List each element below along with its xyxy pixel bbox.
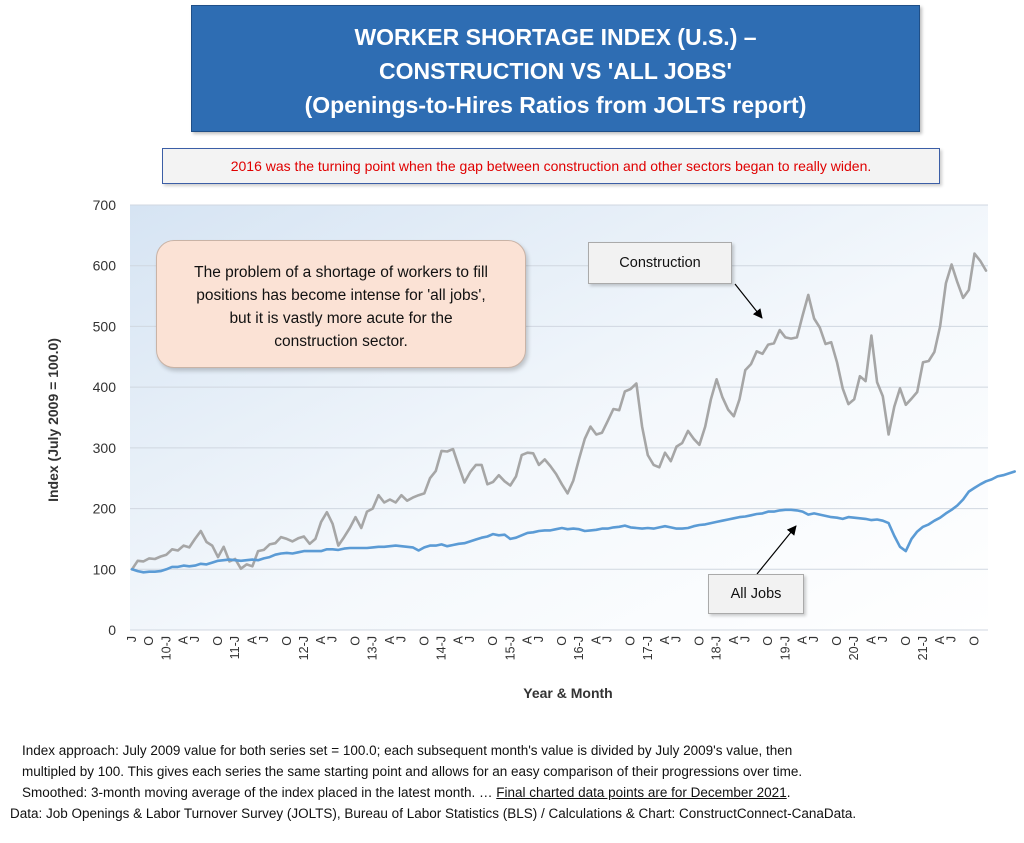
x-tick-label: O	[417, 636, 431, 646]
x-tick-label: A	[658, 635, 672, 644]
callout-line-1: The problem of a shortage of workers to …	[194, 264, 488, 281]
x-tick-label: 15-J	[503, 636, 517, 660]
x-tick-label: O	[349, 636, 363, 646]
x-tick-label: A	[864, 635, 878, 644]
x-axis-label: Year & Month	[523, 685, 612, 701]
x-tick-label: A	[796, 635, 810, 644]
callout-box: The problem of a shortage of workers to …	[156, 240, 526, 368]
y-tick-label: 100	[93, 561, 117, 577]
y-tick-label: 400	[93, 379, 117, 395]
x-tick-label: J	[257, 636, 271, 642]
title-line-1: WORKER SHORTAGE INDEX (U.S.) –	[354, 24, 757, 50]
x-tick-label: 21-J	[916, 636, 930, 660]
x-tick-label: J	[188, 636, 202, 642]
x-tick-label: O	[624, 636, 638, 646]
callout-line-4: construction sector.	[274, 333, 408, 350]
x-tick-label: J	[807, 636, 821, 642]
footnote-line-1: Index approach: July 2009 value for both…	[22, 743, 793, 758]
construction-series-label: Construction	[588, 242, 732, 284]
x-tick-label: O	[486, 636, 500, 646]
y-tick-label: 600	[93, 258, 117, 274]
x-tick-label: 19-J	[778, 636, 792, 660]
all-jobs-arrow	[756, 525, 797, 575]
x-tick-label: J	[945, 636, 959, 642]
x-tick-label: O	[968, 636, 982, 646]
x-tick-label: J	[669, 636, 683, 642]
x-tick-label: A	[589, 635, 603, 644]
x-tick-label: J	[394, 636, 408, 642]
x-tick-label: J	[601, 636, 615, 642]
callout-line-2: positions has become intense for 'all jo…	[196, 287, 486, 304]
x-tick-label: J	[463, 636, 477, 642]
x-tick-label: A	[727, 635, 741, 644]
footnote-line-2: multipled by 100. This gives each series…	[22, 764, 803, 779]
x-tick-label: 20-J	[847, 636, 861, 660]
chart-title-banner: WORKER SHORTAGE INDEX (U.S.) – CONSTRUCT…	[191, 5, 920, 132]
x-tick-label: 13-J	[366, 636, 380, 660]
x-tick-label: O	[211, 636, 225, 646]
footnotes: Index approach: July 2009 value for both…	[10, 740, 1015, 824]
y-tick-label: 700	[93, 197, 117, 213]
footnote-line-4: Data: Job Openings & Labor Turnover Surv…	[10, 806, 857, 821]
subtitle-note: 2016 was the turning point when the gap …	[162, 148, 940, 184]
construction-arrow	[734, 283, 763, 319]
x-tick-label: 16-J	[572, 636, 586, 660]
final-data-note: Final charted data points are for Decemb…	[496, 785, 787, 800]
x-tick-label: 12-J	[297, 636, 311, 660]
x-tick-label: J	[532, 636, 546, 642]
x-tick-label: A	[383, 635, 397, 644]
x-tick-label: A	[933, 635, 947, 644]
callout-line-3: but it is vastly more acute for the	[229, 310, 453, 327]
all-jobs-series-line	[130, 470, 1017, 574]
x-tick-label: 14-J	[435, 636, 449, 660]
x-tick-label: A	[245, 635, 259, 644]
x-tick-label: O	[555, 636, 569, 646]
x-tick-label: 18-J	[710, 636, 724, 660]
y-axis-label: Index (July 2009 = 100.0)	[45, 338, 61, 502]
y-tick-label: 500	[93, 318, 117, 334]
x-tick-label: J	[876, 636, 890, 642]
x-tick-label: 17-J	[641, 636, 655, 660]
x-tick-label: J	[125, 636, 139, 642]
footnote-line-3: Smoothed: 3-month moving average of the …	[10, 782, 1015, 803]
y-tick-label: 300	[93, 440, 117, 456]
x-tick-label: A	[177, 635, 191, 644]
footnote-line-3-end: .	[786, 785, 791, 800]
y-tick-label: 0	[108, 622, 116, 638]
y-tick-label: 200	[93, 501, 117, 517]
x-tick-label: 11-J	[228, 636, 242, 659]
x-tick-label: J	[326, 636, 340, 642]
x-tick-label: O	[899, 636, 913, 646]
x-tick-label: A	[314, 635, 328, 644]
title-line-3: (Openings-to-Hires Ratios from JOLTS rep…	[304, 92, 807, 118]
x-tick-label: O	[830, 636, 844, 646]
construction-series-line	[130, 252, 988, 571]
x-tick-label: O	[692, 636, 706, 646]
x-tick-label: O	[761, 636, 775, 646]
x-tick-label: J	[738, 636, 752, 642]
title-line-2: CONSTRUCTION VS 'ALL JOBS'	[379, 58, 732, 84]
x-tick-label: A	[452, 635, 466, 644]
x-tick-label: A	[520, 635, 534, 644]
footnote-line-3-text: Smoothed: 3-month moving average of the …	[22, 785, 497, 800]
x-tick-label: 10-J	[159, 636, 173, 660]
x-tick-label: O	[280, 636, 294, 646]
x-tick-label: O	[142, 636, 156, 646]
all-jobs-series-label: All Jobs	[708, 574, 804, 614]
